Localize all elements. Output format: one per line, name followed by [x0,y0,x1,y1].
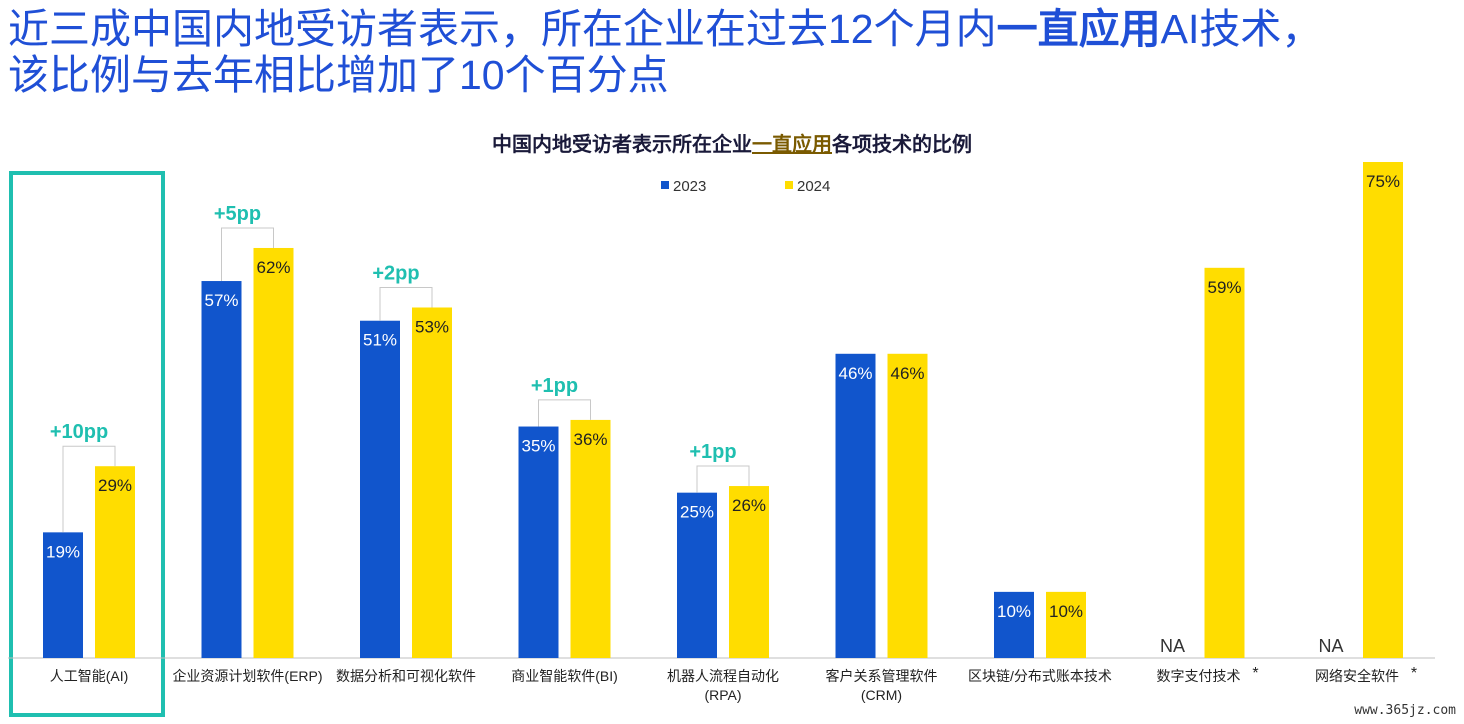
bar-label-2024-2: 53% [415,317,449,336]
category-label-3-0: 商业智能软件(BI) [511,668,618,684]
bar-2023-3 [518,426,559,658]
bar-2023-2 [360,320,400,658]
bar-2024-7 [1204,267,1245,658]
headline-line-1-post: AI技术， [1160,6,1323,52]
bar-label-2023-1: 57% [204,291,238,310]
bar-2024-0 [95,466,135,658]
chart-title-post: 各项技术的比例 [832,134,972,156]
bar-label-2023-5: 46% [838,364,872,383]
chart-title-pre: 中国内地受访者表示所在企业 [492,134,752,156]
bar-label-2023-4: 25% [680,503,714,522]
legend-label-2024: 2024 [797,178,830,195]
bar-2024-5 [887,353,928,658]
change-label-4: +1pp [689,441,736,463]
category-label-4-1: (RPA) [704,687,741,703]
change-bracket-1 [221,227,274,282]
bar-2024-1 [253,247,294,658]
bar-2023-0 [43,532,83,658]
category-label-1-0: 企业资源计划软件(ERP) [172,668,322,684]
bar-label-2023-8: NA [1318,636,1343,656]
bar-label-2024-8: 75% [1366,172,1400,191]
headline-line-2: 该比例与去年相比增加了10个百分点 [8,52,669,98]
bar-2023-5 [835,353,876,658]
bar-2023-1 [201,281,242,658]
category-mark-7: * [1252,665,1258,682]
change-label-2: +2pp [372,262,419,284]
change-bracket-4 [696,465,750,493]
category-label-0-0: 人工智能(AI) [50,668,129,684]
category-label-5-0: 客户关系管理软件 [826,668,938,684]
bar-2024-6 [1046,591,1086,658]
change-bracket-3 [538,399,591,427]
chart-title: 中国内地受访者表示所在企业一直应用各项技术的比例 [0,128,1464,157]
change-label-0: +10pp [50,421,108,443]
headline-line-1-bold: 一直应用 [996,6,1161,52]
bar-2023-6 [994,591,1034,658]
legend-swatch-2024 [785,181,793,189]
legend-label-2023: 2023 [673,178,706,195]
bar-label-2023-6: 10% [997,602,1031,621]
watermark: www.365jz.com [1354,703,1456,718]
bar-2023-4 [677,492,717,658]
bar-label-2023-2: 51% [363,331,397,350]
change-bracket-0 [62,445,116,533]
category-label-5-1: (CRM) [861,687,902,703]
category-mark-8: * [1411,665,1417,682]
bar-label-2024-1: 62% [256,258,290,277]
bar-2024-3 [570,419,611,658]
bar-label-2023-3: 35% [521,437,555,456]
bar-label-2024-7: 59% [1207,278,1241,297]
bar-2024-8 [1363,162,1403,658]
bar-label-2024-4: 26% [732,496,766,515]
bar-label-2024-3: 36% [573,430,607,449]
category-label-4-0: 机器人流程自动化 [667,668,779,684]
bar-label-2024-0: 29% [98,476,132,495]
change-label-3: +1pp [531,375,578,397]
bar-2024-2 [412,307,452,658]
category-label-7-0: 数字支付技术 [1157,668,1241,684]
change-label-1: +5pp [214,203,261,225]
highlight-box [9,171,165,717]
legend-swatch-2023 [661,181,669,189]
bar-label-2023-7: NA [1160,636,1185,656]
category-label-6-0: 区块链/分布式账本技术 [968,668,1112,684]
category-label-8-0: 网络安全软件 [1315,668,1399,684]
bar-label-2024-5: 46% [890,364,924,383]
bar-label-2024-6: 10% [1049,602,1083,621]
bar-label-2023-0: 19% [46,542,80,561]
category-label-2-0: 数据分析和可视化软件 [336,668,476,684]
change-bracket-2 [379,286,433,321]
headline-line-1-pre: 近三成中国内地受访者表示，所在企业在过去12个月内 [8,6,997,52]
chart-title-highlight: 一直应用 [752,134,832,156]
headline: 近三成中国内地受访者表示，所在企业在过去12个月内一直应用AI技术， 该比例与去… [8,6,1458,98]
headline-line-1: 近三成中国内地受访者表示，所在企业在过去12个月内一直应用AI技术， [8,6,1458,52]
bar-2024-4 [729,486,769,658]
